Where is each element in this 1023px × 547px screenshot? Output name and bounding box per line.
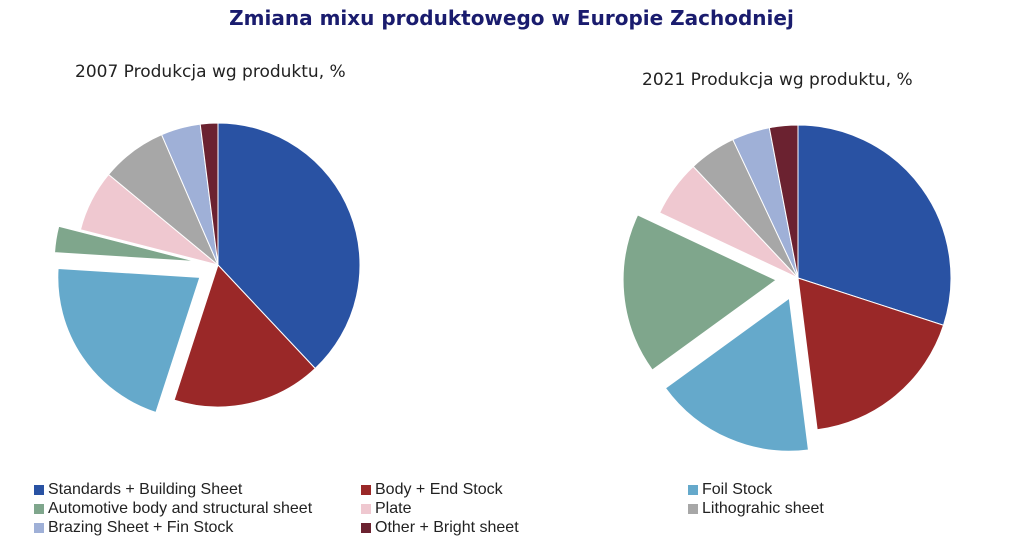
pie-title-2021: 2021 Produkcja wg produktu, % [642, 70, 913, 90]
legend-swatch-foil-stock [688, 484, 698, 495]
legend-item-other: Other + Bright sheet [361, 518, 519, 537]
legend-swatch-other [361, 522, 371, 533]
pie-title-2007: 2007 Produkcja wg produktu, % [75, 62, 346, 82]
legend-item-standards: Standards + Building Sheet [34, 480, 242, 499]
legend-swatch-lithographic [688, 503, 698, 514]
legend-item-lithographic: Lithograhic sheet [688, 499, 824, 518]
pie-2021-slice-standards-building-sheet [797, 124, 952, 326]
pie-2021-slice-automotive-body-and-structural-sheet [622, 214, 778, 371]
pie-2007-slice-standards-building-sheet [217, 122, 361, 370]
legend-label-foil-stock: Foil Stock [702, 480, 773, 498]
legend-item-brazing: Brazing Sheet + Fin Stock [34, 518, 233, 537]
legend-item-foil-stock: Foil Stock [688, 480, 772, 499]
pie-2007-slice-body-end-stock [173, 264, 316, 408]
legend-swatch-standards [34, 484, 44, 495]
legend-swatch-automotive [34, 503, 44, 514]
legend-swatch-body-end-stock [361, 484, 371, 495]
legend-label-standards: Standards + Building Sheet [48, 480, 243, 498]
legend-label-other: Other + Bright sheet [375, 518, 519, 536]
legend-label-brazing: Brazing Sheet + Fin Stock [48, 518, 234, 536]
legend-label-plate: Plate [375, 499, 412, 517]
chart-main-title: Zmiana mixu produktowego w Europie Zacho… [229, 6, 794, 30]
legend-item-body-end-stock: Body + End Stock [361, 480, 503, 499]
legend-label-automotive: Automotive body and structural sheet [48, 499, 313, 517]
legend-swatch-plate [361, 503, 371, 514]
pie-2021-slice-other-bright-sheet [768, 124, 799, 279]
pie-2007-slice-automotive-body-and-structural-sheet [54, 225, 197, 263]
pie-2007-slice-other-bright-sheet [199, 122, 219, 266]
pie-2007-slice-foil-stock [57, 267, 201, 414]
legend-item-plate: Plate [361, 499, 411, 518]
legend-swatch-brazing [34, 522, 44, 533]
pie-2021-slice-foil-stock [664, 297, 809, 452]
legend-label-body-end-stock: Body + End Stock [375, 480, 503, 498]
legend-item-automotive: Automotive body and structural sheet [34, 499, 312, 518]
pie-2021-slice-body-end-stock [797, 277, 945, 431]
legend-label-lithographic: Lithograhic sheet [702, 499, 824, 517]
